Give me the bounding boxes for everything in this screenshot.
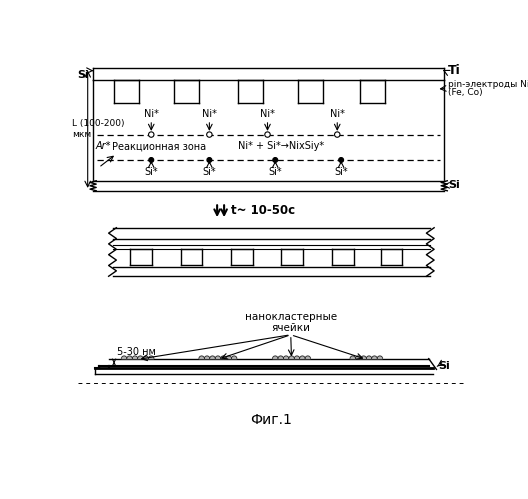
Polygon shape — [355, 356, 361, 359]
Polygon shape — [215, 356, 221, 359]
Text: pin-электроды Ni: pin-электроды Ni — [448, 80, 528, 89]
Text: Ni*: Ni* — [144, 109, 159, 119]
Polygon shape — [300, 356, 305, 359]
Polygon shape — [210, 356, 215, 359]
Text: Si: Si — [77, 70, 89, 80]
Polygon shape — [350, 356, 355, 359]
Circle shape — [148, 132, 154, 137]
Text: Ar*: Ar* — [96, 141, 111, 151]
Text: Si*: Si* — [203, 167, 216, 177]
Text: Ni* + Si*→NixSiy*: Ni* + Si*→NixSiy* — [238, 141, 324, 151]
Text: нанокластерные
ячейки: нанокластерные ячейки — [244, 312, 337, 333]
Text: (Fe, Co): (Fe, Co) — [448, 88, 483, 97]
Polygon shape — [148, 356, 154, 359]
Polygon shape — [127, 356, 132, 359]
Polygon shape — [226, 356, 231, 359]
Circle shape — [149, 158, 154, 162]
Circle shape — [206, 132, 212, 137]
Polygon shape — [231, 356, 237, 359]
Polygon shape — [278, 356, 284, 359]
Polygon shape — [377, 356, 383, 359]
Text: Si*: Si* — [268, 167, 282, 177]
Polygon shape — [289, 356, 294, 359]
Text: t~ 10-50с: t~ 10-50с — [231, 204, 295, 217]
Text: Ti: Ti — [448, 64, 461, 77]
Polygon shape — [199, 356, 204, 359]
Polygon shape — [221, 356, 226, 359]
Polygon shape — [132, 356, 138, 359]
Polygon shape — [284, 356, 289, 359]
Polygon shape — [272, 356, 278, 359]
Polygon shape — [366, 356, 372, 359]
Text: Si: Si — [448, 181, 460, 191]
Text: Реакционная зона: Реакционная зона — [112, 141, 206, 151]
Polygon shape — [138, 356, 143, 359]
Polygon shape — [143, 356, 148, 359]
Text: Ni*: Ni* — [260, 109, 275, 119]
Text: Si: Si — [438, 361, 450, 371]
Text: L (100-200)
мкм: L (100-200) мкм — [72, 119, 125, 139]
Text: Ni*: Ni* — [202, 109, 217, 119]
Polygon shape — [121, 356, 127, 359]
Text: Si*: Si* — [334, 167, 348, 177]
Polygon shape — [204, 356, 210, 359]
Circle shape — [273, 158, 278, 162]
Circle shape — [335, 132, 340, 137]
Circle shape — [339, 158, 343, 162]
Text: Si*: Si* — [145, 167, 158, 177]
Text: 5-30 нм: 5-30 нм — [117, 347, 156, 357]
Text: Ni*: Ni* — [330, 109, 345, 119]
Polygon shape — [361, 356, 366, 359]
Text: Фиг.1: Фиг.1 — [250, 413, 291, 427]
Circle shape — [207, 158, 212, 162]
Circle shape — [265, 132, 270, 137]
Polygon shape — [372, 356, 377, 359]
Polygon shape — [305, 356, 310, 359]
Polygon shape — [294, 356, 300, 359]
